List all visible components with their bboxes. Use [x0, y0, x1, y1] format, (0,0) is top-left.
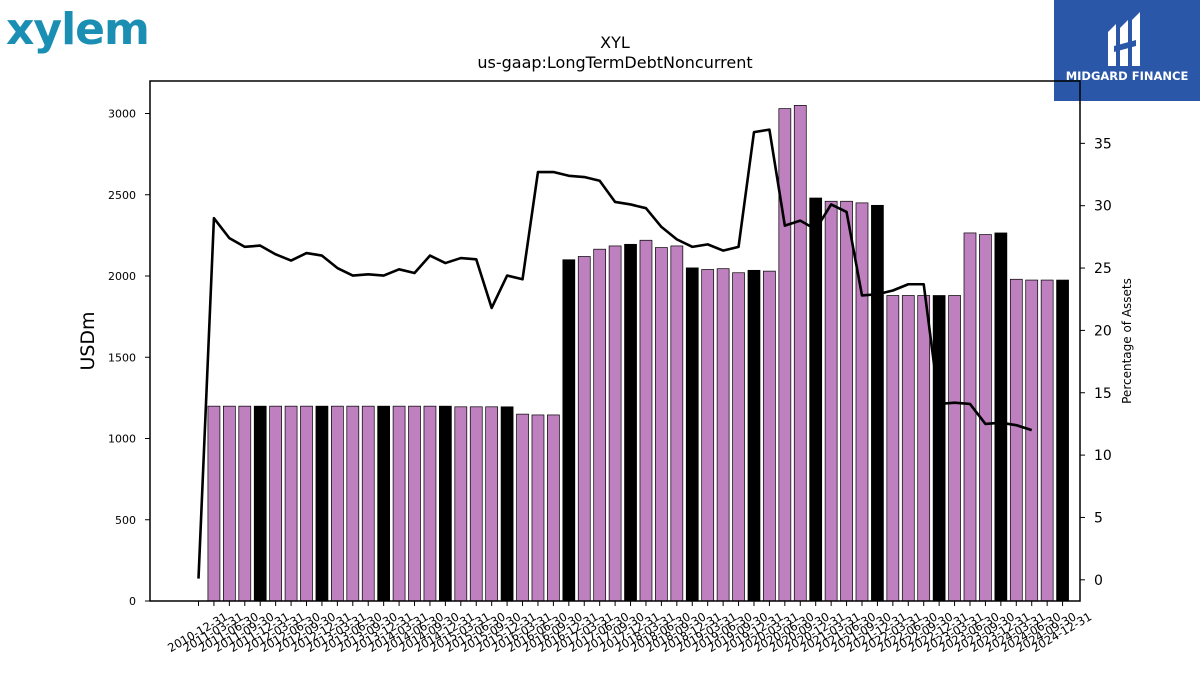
bar: [516, 413, 529, 602]
bar: [223, 405, 236, 602]
bar: [253, 405, 267, 602]
bar: [500, 406, 514, 602]
bars-group: [207, 105, 1069, 602]
bar: [963, 232, 977, 602]
bar: [238, 405, 252, 602]
bar: [392, 405, 406, 602]
y2-tick-label: 20: [1094, 323, 1112, 339]
line-group: [197, 128, 1033, 579]
bar: [593, 248, 607, 602]
bar: [716, 268, 730, 602]
bar: [685, 267, 699, 602]
bar: [1025, 279, 1039, 602]
y2-tick-label: 25: [1094, 261, 1112, 277]
y-axis-left: 0 500 1000 1500 2000 2500 3000: [108, 108, 150, 608]
y2-tick-label: 0: [1094, 573, 1103, 589]
y-axis-right: 0 5 10 15 20 25 30 35: [1080, 136, 1112, 589]
bar: [855, 202, 869, 602]
chart-title: XYL: [600, 33, 630, 52]
bar: [932, 295, 946, 602]
midgard-mark-icon: [1108, 12, 1140, 66]
y-tick-label: 3000: [108, 108, 136, 121]
bar: [423, 405, 437, 602]
bar: [207, 405, 221, 602]
y-tick-label: 2500: [108, 189, 136, 202]
xylem-logo: xylem: [6, 4, 150, 55]
bar: [871, 204, 884, 602]
y2-tick-label: 10: [1094, 448, 1112, 464]
bar: [624, 243, 637, 602]
bar: [485, 406, 499, 602]
bar: [269, 405, 282, 602]
y-tick-label: 1000: [108, 433, 136, 446]
bar: [608, 245, 622, 602]
bar: [454, 406, 468, 602]
y-axis-label: USDm: [77, 311, 99, 370]
bar: [1009, 278, 1023, 602]
bar: [886, 295, 900, 602]
bar: [948, 295, 961, 602]
bar: [732, 272, 745, 602]
bar: [655, 247, 668, 602]
midgard-finance-logo: MIDGARD FINANCE: [1054, 0, 1200, 101]
y-tick-label: 0: [129, 595, 136, 608]
bar: [747, 269, 761, 602]
bar: [1040, 279, 1054, 602]
bar: [701, 269, 715, 602]
y2-tick-label: 35: [1094, 136, 1112, 152]
bar: [531, 414, 545, 602]
y-tick-label: 500: [115, 514, 136, 527]
chart-subtitle: us-gaap:LongTermDebtNoncurrent: [477, 53, 752, 72]
bar: [439, 405, 452, 602]
bar: [670, 245, 684, 602]
bar: [315, 405, 329, 602]
bar: [901, 295, 915, 602]
bar: [1056, 279, 1069, 602]
bar: [778, 108, 792, 602]
bar: [547, 414, 560, 602]
bar: [377, 405, 391, 602]
x-axis: 2010-12-312011-03-312011-06-302011-09-30…: [165, 601, 1094, 655]
bar: [562, 259, 576, 602]
bar: [408, 405, 421, 602]
bar: [809, 197, 823, 602]
midgard-logo-text: MIDGARD FINANCE: [1065, 69, 1189, 83]
y-tick-label: 1500: [108, 351, 136, 364]
bar: [840, 200, 853, 602]
y2-axis-label: Percentage of Assets: [1120, 278, 1134, 404]
bar: [331, 405, 344, 602]
bar: [284, 405, 298, 602]
bar: [639, 239, 653, 602]
bar: [763, 270, 776, 602]
bar: [361, 405, 375, 602]
bar: [824, 200, 838, 602]
bar: [577, 256, 591, 602]
series-line: [197, 128, 1033, 579]
bar: [917, 295, 931, 602]
bar: [793, 105, 807, 602]
bar: [469, 406, 483, 602]
bar: [300, 405, 313, 602]
y-tick-label: 2000: [108, 270, 136, 283]
bar: [346, 405, 360, 602]
bar: [994, 232, 1008, 602]
y2-tick-label: 30: [1094, 199, 1112, 215]
y2-tick-label: 5: [1094, 510, 1103, 526]
y2-tick-label: 15: [1094, 386, 1112, 402]
